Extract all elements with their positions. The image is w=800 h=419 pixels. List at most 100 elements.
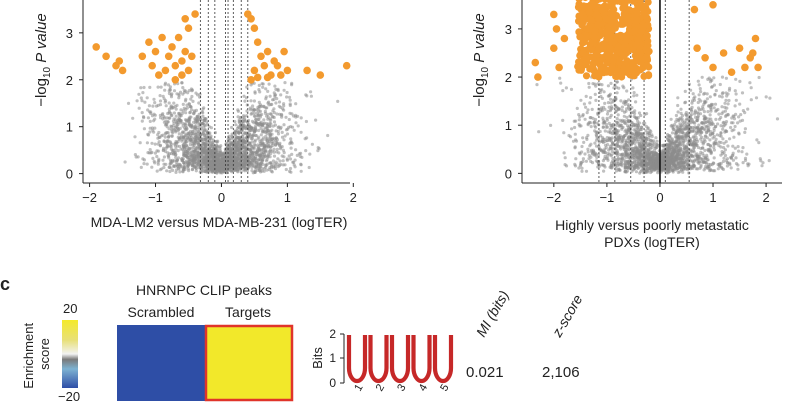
- left-nonsig-point: [173, 153, 178, 157]
- left-nonsig-point: [230, 125, 234, 130]
- left-nonsig-point: [158, 113, 162, 117]
- left-nonsig-point: [249, 83, 253, 87]
- left-nonsig-point: [267, 152, 271, 156]
- left-nonsig-point: [282, 155, 286, 159]
- left-nonsig-point: [191, 130, 195, 134]
- right-nonsig-point: [609, 166, 613, 170]
- right-nonsig-point: [605, 112, 610, 116]
- left-nonsig-point: [326, 133, 330, 138]
- right-nonsig-point: [579, 161, 583, 165]
- right-nonsig-point: [655, 167, 660, 171]
- right-nonsig-point: [629, 139, 633, 143]
- right-nonsig-point: [625, 115, 629, 119]
- left-nonsig-point: [238, 135, 242, 139]
- left-nonsig-point: [245, 114, 249, 118]
- right-nonsig-point: [630, 121, 634, 125]
- left-significant-point: [263, 73, 272, 82]
- left-nonsig-point: [148, 148, 152, 152]
- left-nonsig-point: [271, 124, 275, 128]
- left-nonsig-point: [175, 161, 179, 165]
- left-nonsig-point: [181, 170, 185, 174]
- left-nonsig-point: [185, 147, 189, 151]
- left-nonsig-point: [227, 144, 231, 149]
- left-nonsig-point: [192, 156, 196, 160]
- right-nonsig-point: [615, 80, 619, 84]
- right-nonsig-point: [712, 161, 716, 165]
- right-nonsig-point: [574, 138, 578, 142]
- left-nonsig-point: [200, 164, 204, 168]
- left-nonsig-point: [233, 168, 237, 172]
- left-nonsig-point: [141, 91, 145, 95]
- right-nonsig-point: [693, 110, 697, 114]
- left-x-tick-label: −1: [148, 190, 163, 205]
- right-nonsig-point: [648, 128, 652, 132]
- right-significant-point: [741, 63, 749, 72]
- left-nonsig-point: [182, 146, 186, 150]
- left-nonsig-point: [222, 170, 226, 174]
- left-nonsig-point: [183, 141, 187, 145]
- left-nonsig-point: [241, 133, 245, 137]
- right-nonsig-point: [598, 129, 602, 134]
- right-nonsig-point: [720, 75, 725, 79]
- right-nonsig-point: [682, 164, 686, 169]
- left-nonsig-point: [309, 94, 313, 98]
- left-nonsig-point: [190, 168, 194, 172]
- left-nonsig-point: [138, 141, 142, 145]
- left-nonsig-point: [278, 164, 282, 168]
- left-nonsig-point: [202, 117, 207, 121]
- right-nonsig-point: [573, 125, 577, 130]
- right-nonsig-point: [739, 113, 743, 117]
- left-nonsig-point: [145, 96, 149, 100]
- right-nonsig-point: [575, 106, 579, 110]
- left-nonsig-point: [258, 90, 262, 94]
- right-nonsig-point: [616, 156, 620, 160]
- right-nonsig-point: [737, 115, 741, 119]
- left-nonsig-point: [178, 115, 182, 119]
- left-nonsig-point: [194, 121, 198, 125]
- right-nonsig-point: [689, 88, 693, 92]
- right-nonsig-point: [712, 143, 716, 147]
- right-nonsig-point: [625, 144, 630, 148]
- right-nonsig-point: [754, 96, 759, 100]
- left-nonsig-point: [261, 154, 265, 159]
- right-nonsig-point: [700, 157, 704, 161]
- right-nonsig-point: [690, 155, 695, 159]
- right-nonsig-point: [716, 122, 720, 126]
- right-nonsig-point: [713, 102, 718, 106]
- right-nonsig-point: [673, 123, 677, 127]
- right-nonsig-point: [631, 146, 635, 150]
- right-nonsig-point: [605, 139, 610, 143]
- right-nonsig-point: [647, 131, 651, 135]
- right-nonsig-point: [725, 164, 730, 168]
- right-nonsig-point: [683, 89, 687, 93]
- left-nonsig-point: [203, 124, 207, 128]
- left-nonsig-point: [261, 138, 265, 142]
- left-nonsig-point: [242, 94, 246, 98]
- left-y-tick-label: 2: [66, 73, 73, 88]
- right-nonsig-point: [703, 148, 707, 152]
- right-nonsig-point: [709, 107, 713, 111]
- left-nonsig-point: [239, 170, 243, 174]
- left-nonsig-point: [282, 102, 286, 106]
- right-nonsig-point: [624, 152, 628, 156]
- right-nonsig-point: [705, 92, 709, 96]
- right-nonsig-point: [637, 111, 642, 115]
- right-nonsig-point: [729, 125, 733, 130]
- left-nonsig-point: [179, 134, 184, 138]
- left-nonsig-point: [145, 162, 149, 166]
- left-nonsig-point: [271, 159, 275, 163]
- left-nonsig-point: [162, 155, 166, 159]
- left-nonsig-point: [140, 111, 144, 115]
- left-nonsig-point: [268, 94, 272, 98]
- left-nonsig-point: [194, 169, 198, 173]
- left-nonsig-point: [295, 153, 299, 157]
- right-nonsig-point: [715, 133, 719, 137]
- right-nonsig-point: [599, 94, 603, 99]
- right-nonsig-point: [665, 149, 669, 154]
- left-nonsig-point: [233, 152, 237, 156]
- right-nonsig-point: [711, 122, 715, 126]
- right-nonsig-point: [620, 159, 624, 164]
- left-nonsig-point: [237, 119, 241, 123]
- left-nonsig-point: [162, 139, 166, 143]
- right-nonsig-point: [589, 125, 593, 129]
